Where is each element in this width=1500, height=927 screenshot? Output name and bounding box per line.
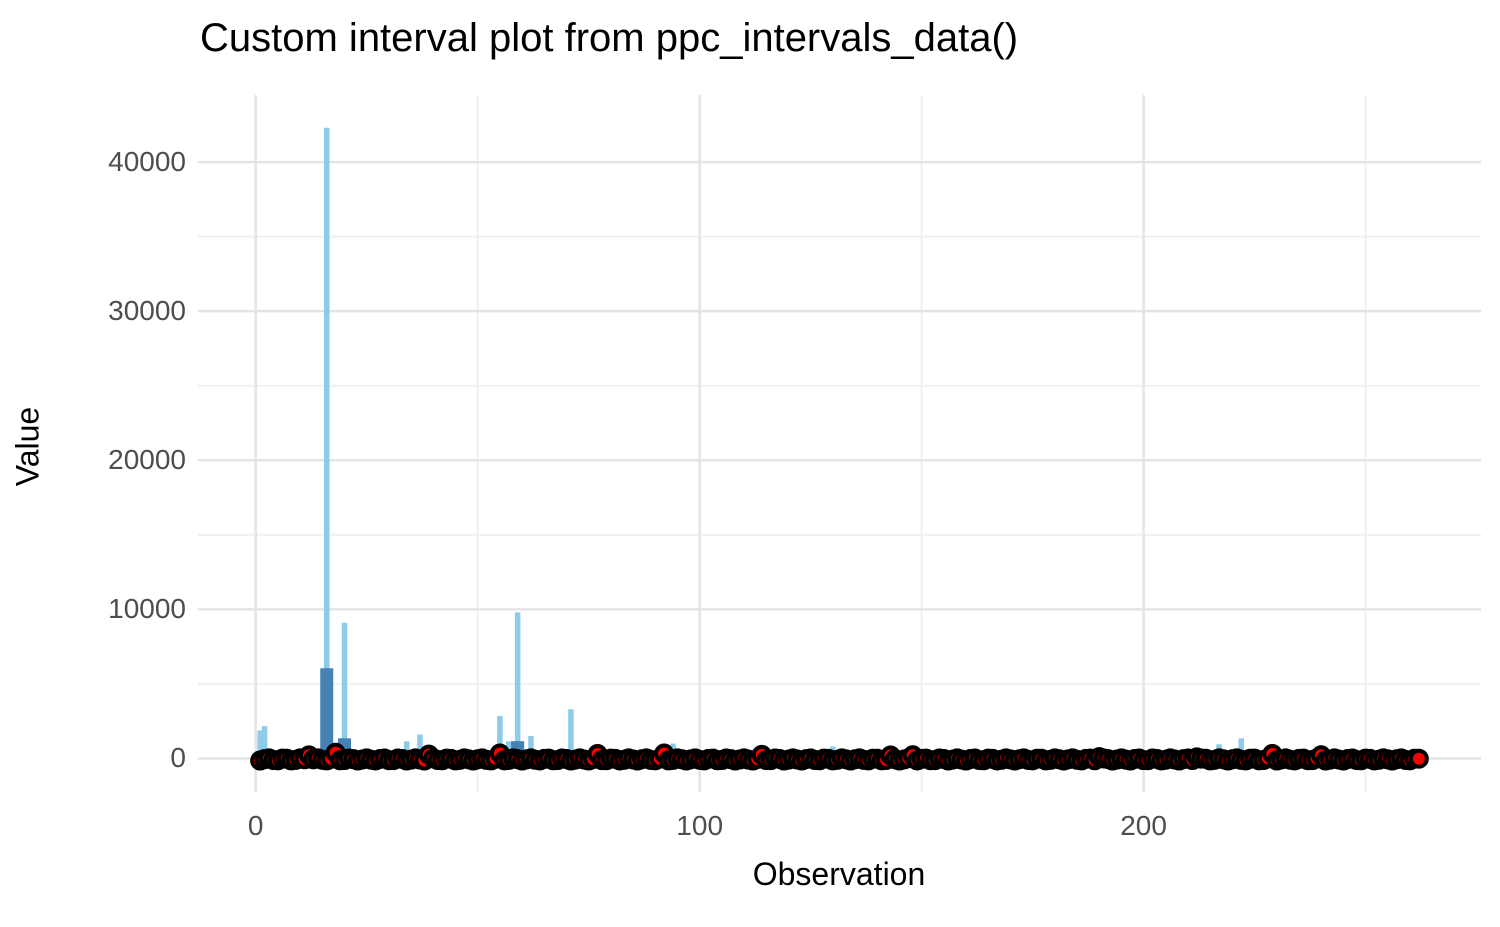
- x-tick-label: 100: [676, 810, 724, 841]
- outer-interval-bar: [341, 622, 348, 764]
- y-tick-label: 30000: [108, 295, 186, 327]
- y-tick-label: 0: [170, 742, 186, 774]
- y-tick-label: 10000: [108, 593, 186, 625]
- outer-interval-bar: [261, 726, 268, 764]
- chart-title: Custom interval plot from ppc_intervals_…: [200, 16, 1019, 60]
- inner-interval-bar: [320, 668, 334, 764]
- y-tick-label: 20000: [108, 444, 186, 476]
- observed-point: [1408, 748, 1429, 769]
- x-tick-label: 200: [1120, 810, 1167, 841]
- x-axis-title: Observation: [752, 856, 926, 892]
- outer-interval-bar: [568, 709, 574, 764]
- y-tick-label: 40000: [108, 146, 186, 178]
- outer-interval-bar: [417, 734, 423, 764]
- outer-interval-bar: [514, 612, 521, 764]
- outer-interval-bar: [257, 730, 263, 764]
- outer-interval-bar: [497, 715, 503, 764]
- outer-interval-bar: [323, 127, 330, 764]
- x-tick-label: 0: [247, 810, 264, 841]
